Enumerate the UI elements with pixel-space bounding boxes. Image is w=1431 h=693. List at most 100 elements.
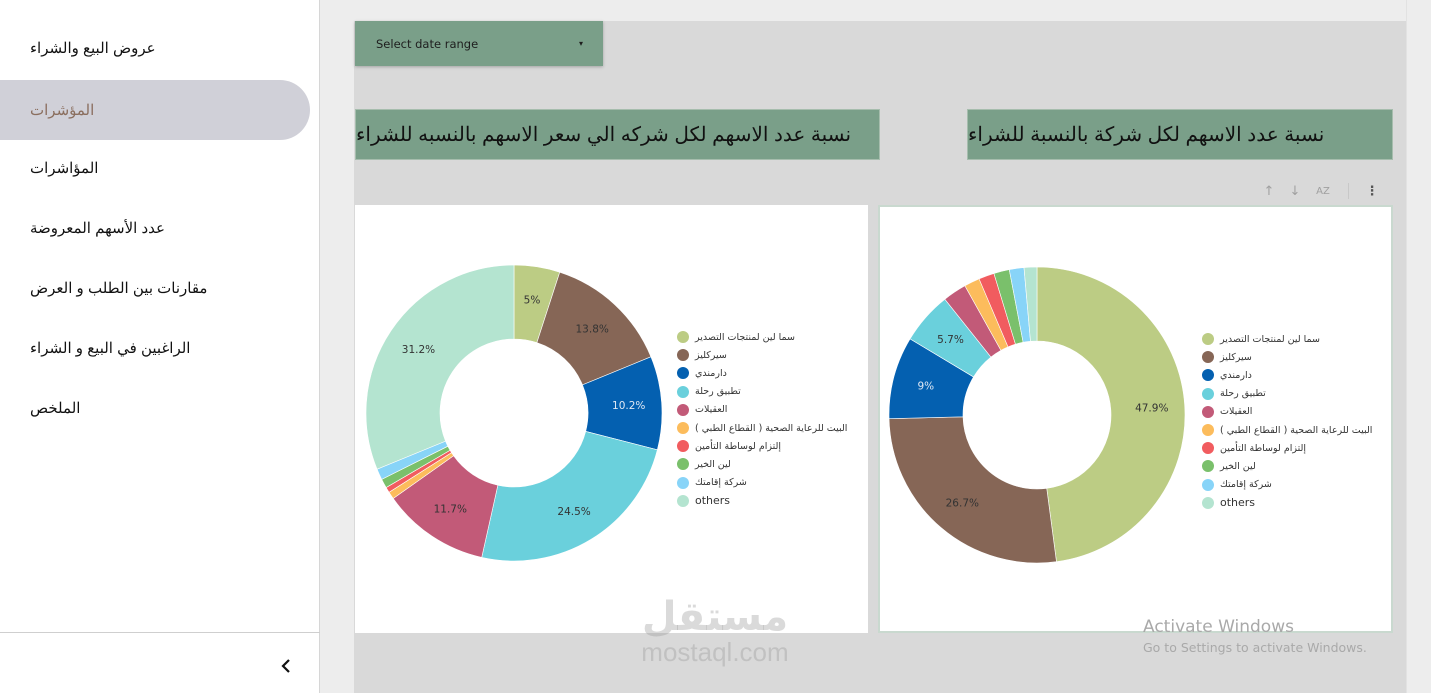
sidebar-item-label: المؤاشرات — [30, 160, 99, 177]
legend-item[interactable]: العقيلات — [677, 401, 847, 419]
legend-color-dot-icon — [677, 331, 689, 344]
sidebar-item-indicators-alt[interactable]: المؤاشرات — [0, 138, 310, 198]
legend-item[interactable]: سيركليز — [677, 346, 847, 364]
right-chart-title: نسبة عدد الاسهم لكل شركة بالنسبة للشراء — [967, 109, 1393, 160]
date-range-select[interactable]: Select date range ▾ — [355, 21, 603, 66]
legend-item[interactable]: شركة إقامتك — [1202, 476, 1372, 494]
slice-label: 11.7% — [434, 504, 467, 516]
legend-color-dot-icon — [1202, 369, 1214, 382]
legend-item[interactable]: تطبيق رحلة — [677, 383, 847, 401]
legend-label: سما لين لمنتجات التصدير — [695, 331, 796, 343]
legend-item[interactable]: others — [677, 492, 847, 510]
legend-label: تطبيق رحلة — [695, 386, 741, 398]
legend-item[interactable]: العقيلات — [1202, 403, 1372, 421]
legend-color-dot-icon — [677, 476, 689, 489]
sidebar-item-summary[interactable]: الملخص — [0, 378, 310, 438]
date-range-label: Select date range — [376, 36, 479, 51]
legend-color-dot-icon — [677, 367, 689, 380]
activation-subtitle: Go to Settings to activate Windows. — [1143, 640, 1367, 655]
legend-label: دارمندي — [695, 367, 727, 379]
donut-slice[interactable] — [1023, 266, 1038, 342]
legend-label: others — [1220, 496, 1256, 510]
legend-color-dot-icon — [1202, 478, 1214, 491]
legend-label: شركة إقامتك — [695, 477, 747, 489]
legend-label: شركة إقامتك — [1220, 479, 1272, 491]
legend-label: البيت للرعاية الصحية ( القطاع الطبي ) — [695, 422, 848, 434]
donut-slice[interactable] — [481, 431, 658, 562]
sidebar-item-label: مقارنات بين الطلب و العرض — [30, 280, 208, 297]
sidebar-item-indicators[interactable]: المؤشرات — [0, 80, 310, 140]
legend-item[interactable]: لين الخير — [1202, 457, 1372, 475]
chevron-left-icon — [281, 659, 290, 673]
legend-label: سيركليز — [695, 349, 727, 361]
legend-label: إلتزام لوساطة التأمين — [695, 440, 781, 452]
activation-title: Activate Windows — [1143, 617, 1294, 637]
legend-color-dot-icon — [677, 458, 689, 471]
slice-label: 13.8% — [576, 324, 609, 336]
donut-slice[interactable] — [888, 416, 1057, 564]
legend-color-dot-icon — [677, 440, 689, 453]
legend-label: إلتزام لوساطة التأمين — [1220, 442, 1306, 454]
sort-descending-icon[interactable]: ↓ — [1289, 183, 1301, 199]
legend-color-dot-icon — [1202, 442, 1214, 455]
legend-color-dot-icon — [1202, 387, 1214, 400]
legend-label: البيت للرعاية الصحية ( القطاع الطبي ) — [1220, 424, 1373, 436]
sidebar-item-supply-demand[interactable]: مقارنات بين الطلب و العرض — [0, 258, 310, 318]
right-donut-chart[interactable]: 47.9% 26.7% 9% 5.7% — [880, 265, 1200, 585]
legend-item[interactable]: سما لين لمنتجات التصدير — [677, 328, 847, 346]
visual-toolbar: ↑ ↓ AZ ⋮ — [1262, 180, 1379, 202]
sidebar-item-sales-offers[interactable]: عروض البيع والشراء — [0, 18, 310, 78]
legend-color-dot-icon — [677, 494, 689, 507]
legend-label: دارمندي — [1220, 369, 1252, 381]
legend-label: others — [695, 494, 731, 508]
left-donut-chart[interactable]: 5% 13.8% 10.2% 24.5% 11.7% 31.2% — [357, 265, 677, 585]
legend-item[interactable]: لين الخير — [677, 455, 847, 473]
legend-color-dot-icon — [1202, 496, 1214, 509]
legend-item[interactable]: تطبيق رحلة — [1202, 385, 1372, 403]
legend-item[interactable]: سيركليز — [1202, 348, 1372, 366]
slice-label: 9% — [917, 381, 934, 393]
legend-label: لين الخير — [1220, 460, 1256, 472]
legend-label: العقيلات — [1220, 406, 1253, 418]
legend-color-dot-icon — [1202, 460, 1214, 473]
legend-item[interactable]: شركة إقامتك — [677, 474, 847, 492]
slice-label: 24.5% — [557, 506, 590, 518]
donut-slice[interactable] — [1036, 266, 1186, 563]
legend-label: سما لين لمنتجات التصدير — [1220, 333, 1321, 345]
legend-item[interactable]: إلتزام لوساطة التأمين — [677, 437, 847, 455]
sort-ascending-icon[interactable]: ↑ — [1263, 183, 1275, 199]
legend-item[interactable]: others — [1202, 494, 1372, 512]
page-scrollbar[interactable] — [1406, 0, 1431, 693]
legend-label: لين الخير — [695, 458, 731, 470]
sidebar-item-offered-shares[interactable]: عدد الأسهم المعروضة — [0, 198, 310, 258]
right-chart-title-text: نسبة عدد الاسهم لكل شركة بالنسبة للشراء — [968, 124, 1325, 146]
collapse-sidebar-button[interactable] — [272, 652, 300, 680]
left-chart-legend: سما لين لمنتجات التصدير سيركليز دارمندي تطب… — [677, 328, 847, 510]
legend-color-dot-icon — [1202, 351, 1214, 364]
sidebar-item-label: المؤشرات — [30, 102, 95, 119]
left-chart-title-text: نسبة عدد الاسهم لكل شركه الي سعر الاسهم … — [356, 124, 852, 146]
legend-color-dot-icon — [677, 385, 689, 398]
donut-slice[interactable] — [365, 265, 515, 470]
slice-label: 47.9% — [1135, 402, 1168, 414]
legend-item[interactable]: البيت للرعاية الصحية ( القطاع الطبي ) — [1202, 421, 1372, 439]
legend-item[interactable]: سما لين لمنتجات التصدير — [1202, 330, 1372, 348]
left-chart-panel: 5% 13.8% 10.2% 24.5% 11.7% 31.2% سما لين لمنت… — [355, 205, 868, 633]
legend-label: تطبيق رحلة — [1220, 388, 1266, 400]
left-chart-title: نسبة عدد الاسهم لكل شركه الي سعر الاسهم … — [355, 109, 880, 160]
slice-label: 31.2% — [402, 344, 435, 356]
legend-item[interactable]: البيت للرعاية الصحية ( القطاع الطبي ) — [677, 419, 847, 437]
legend-item[interactable]: دارمندي — [1202, 366, 1372, 384]
slice-label: 10.2% — [612, 400, 645, 412]
sidebar-divider — [0, 632, 320, 633]
more-options-icon[interactable]: ⋮ — [1365, 183, 1379, 199]
sidebar-item-buyers-sellers[interactable]: الراغبين في البيع و الشراء — [0, 318, 310, 378]
slice-label: 5% — [524, 294, 541, 306]
chevron-down-icon: ▾ — [578, 39, 583, 48]
sidebar-item-label: الراغبين في البيع و الشراء — [30, 340, 191, 357]
sort-az-icon[interactable]: AZ — [1316, 185, 1330, 197]
legend-item[interactable]: دارمندي — [677, 364, 847, 382]
right-chart-legend: سما لين لمنتجات التصدير سيركليز دارمندي تطب… — [1202, 330, 1372, 512]
slice-label: 26.7% — [946, 497, 979, 509]
legend-item[interactable]: إلتزام لوساطة التأمين — [1202, 439, 1372, 457]
